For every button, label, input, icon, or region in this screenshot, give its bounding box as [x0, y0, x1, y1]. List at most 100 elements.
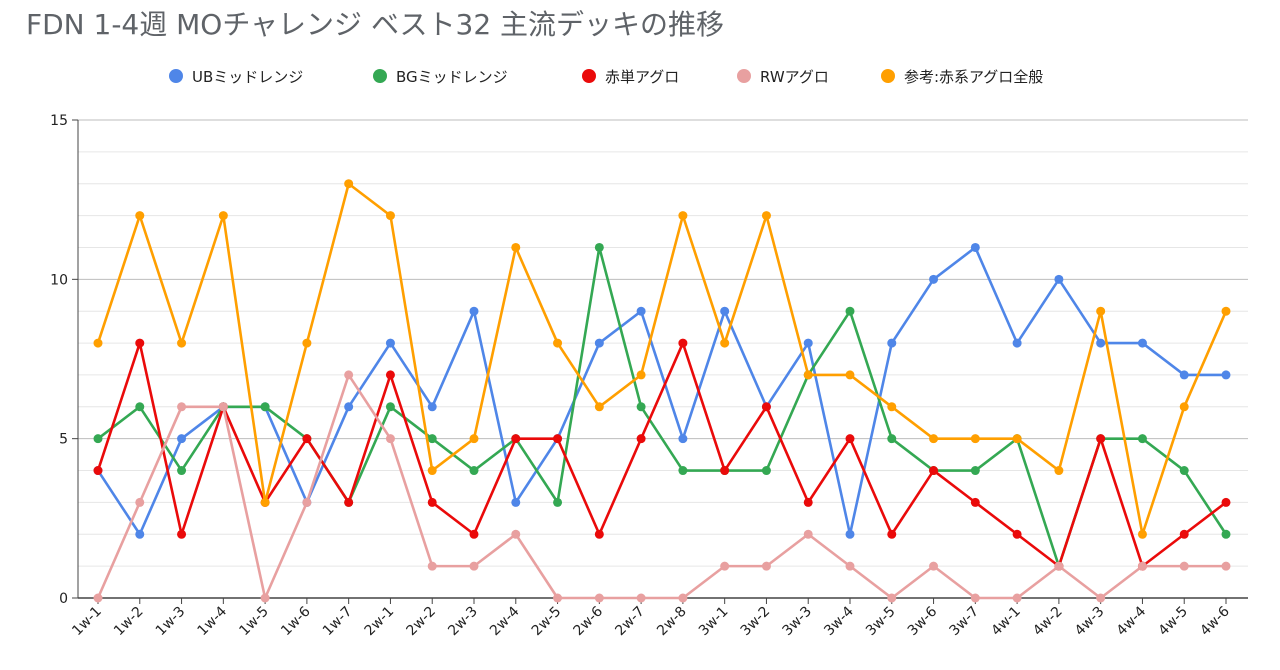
legend: UBミッドレンジ BGミッドレンジ 赤単アグロ RWアグロ 参考:赤系アグロ全般: [169, 68, 1043, 86]
data-point: [469, 529, 479, 539]
series-2: [93, 338, 1231, 571]
chart-title: FDN 1-4週 MOチャレンジ ベスト32 主流デッキの推移: [26, 8, 724, 41]
x-tick-label: 3w-5: [863, 604, 899, 640]
data-point: [218, 211, 228, 221]
y-tick-label: 0: [59, 591, 68, 607]
data-point: [720, 466, 730, 476]
data-point: [93, 593, 103, 603]
y-tick-label: 5: [59, 432, 68, 448]
data-point: [260, 402, 270, 412]
x-tick-label: 2w-8: [654, 604, 690, 640]
legend-item: RWアグロ: [737, 68, 829, 86]
data-point: [260, 593, 270, 603]
data-point: [720, 338, 730, 348]
data-point: [135, 402, 145, 412]
series-line: [96, 341, 1227, 568]
data-point: [761, 402, 771, 412]
legend-marker: [737, 69, 751, 83]
data-point: [594, 402, 604, 412]
x-tick-label: 2w-2: [403, 604, 439, 640]
data-point: [302, 338, 312, 348]
x-tick-label: 2w-5: [529, 604, 565, 640]
x-tick-label: 1w-6: [278, 603, 314, 639]
legend-item: UBミッドレンジ: [169, 68, 303, 86]
data-point: [970, 242, 980, 252]
data-point: [887, 338, 897, 348]
data-point: [678, 338, 688, 348]
data-point: [177, 529, 187, 539]
data-point: [1221, 370, 1231, 380]
data-point: [970, 593, 980, 603]
data-point: [594, 529, 604, 539]
data-point: [469, 466, 479, 476]
series-line: [96, 373, 1226, 600]
legend-marker: [881, 69, 895, 83]
data-point: [678, 593, 688, 603]
data-point: [1096, 306, 1106, 316]
data-point: [845, 434, 855, 444]
x-tick-label: 1w-1: [69, 604, 105, 640]
data-point: [177, 466, 187, 476]
data-point: [970, 466, 980, 476]
data-point: [970, 434, 980, 444]
data-point: [385, 338, 395, 348]
data-point: [344, 497, 354, 507]
data-point: [1179, 529, 1189, 539]
data-point: [636, 593, 646, 603]
legend-label: 参考:赤系アグロ全般: [904, 68, 1043, 86]
x-tick-label: 3w-4: [821, 603, 857, 639]
data-point: [845, 306, 855, 316]
data-point: [887, 529, 897, 539]
data-point: [887, 593, 897, 603]
data-point: [929, 561, 939, 571]
data-point: [678, 466, 688, 476]
data-point: [427, 561, 437, 571]
data-point: [302, 434, 312, 444]
data-point: [469, 561, 479, 571]
series-line: [96, 246, 1226, 536]
x-tick-label: 4w-6: [1197, 603, 1233, 639]
x-tick-label: 3w-6: [905, 603, 941, 639]
data-point: [1096, 338, 1106, 348]
data-point: [1221, 497, 1231, 507]
x-tick-label: 1w-2: [111, 604, 147, 640]
data-point: [511, 497, 521, 507]
data-point: [1096, 434, 1106, 444]
data-point: [553, 593, 563, 603]
data-point: [427, 434, 437, 444]
x-tick-label: 1w-5: [236, 604, 272, 640]
data-point: [594, 242, 604, 252]
series-group: [93, 179, 1231, 603]
data-point: [1137, 529, 1147, 539]
data-point: [845, 370, 855, 380]
data-point: [720, 561, 730, 571]
legend-label: BGミッドレンジ: [396, 68, 508, 86]
data-point: [761, 211, 771, 221]
x-tick-label: 2w-7: [612, 604, 648, 640]
data-point: [553, 338, 563, 348]
data-point: [177, 402, 187, 412]
x-tick-label: 4w-3: [1072, 604, 1108, 640]
data-point: [845, 529, 855, 539]
data-point: [803, 529, 813, 539]
data-point: [636, 306, 646, 316]
data-point: [385, 434, 395, 444]
x-tick-label: 2w-6: [571, 603, 607, 639]
x-tick-label: 3w-2: [738, 604, 774, 640]
data-point: [427, 466, 437, 476]
data-point: [1054, 561, 1064, 571]
data-point: [1221, 529, 1231, 539]
data-point: [469, 434, 479, 444]
x-tick-label: 4w-1: [988, 604, 1024, 640]
data-point: [511, 242, 521, 252]
data-point: [678, 211, 688, 221]
series-line: [96, 182, 1228, 536]
data-point: [218, 402, 228, 412]
x-tick-label: 2w-3: [445, 604, 481, 640]
data-point: [929, 434, 939, 444]
data-point: [803, 370, 813, 380]
data-point: [1179, 466, 1189, 476]
data-point: [427, 402, 437, 412]
